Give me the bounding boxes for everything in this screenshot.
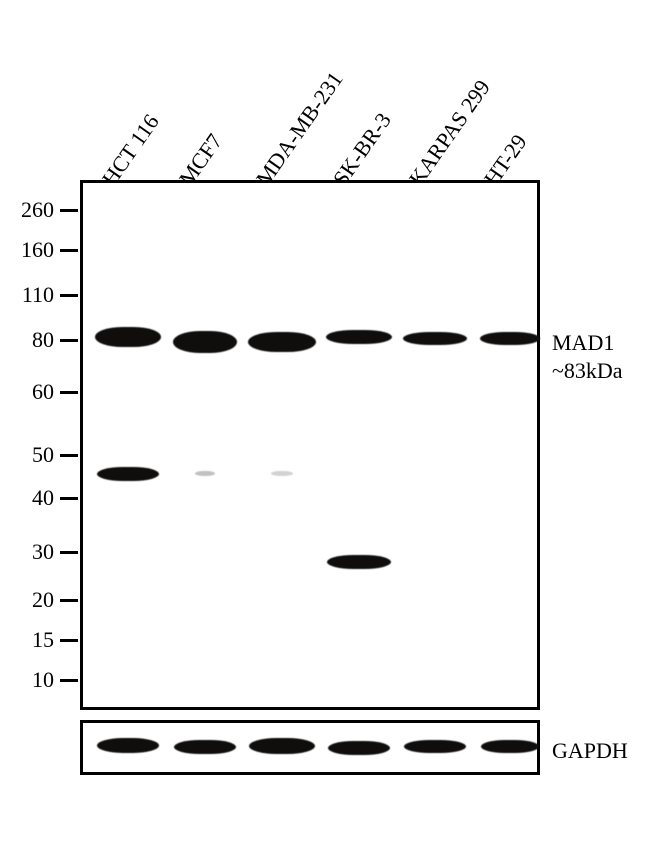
main-band xyxy=(271,471,293,476)
main-band xyxy=(173,331,237,353)
main-band xyxy=(326,330,392,344)
gapdh-band xyxy=(481,740,539,753)
gapdh-band xyxy=(249,738,315,754)
main-band xyxy=(480,332,540,345)
main-band xyxy=(248,332,316,352)
gapdh-band xyxy=(174,740,236,754)
main-band xyxy=(195,471,215,476)
gapdh-band xyxy=(328,741,390,755)
main-band xyxy=(97,467,159,481)
main-band xyxy=(327,555,391,569)
gapdh-band xyxy=(404,740,466,753)
main-band xyxy=(95,327,161,347)
bands-layer xyxy=(0,0,650,859)
main-band xyxy=(403,332,467,345)
gapdh-band xyxy=(97,738,159,753)
